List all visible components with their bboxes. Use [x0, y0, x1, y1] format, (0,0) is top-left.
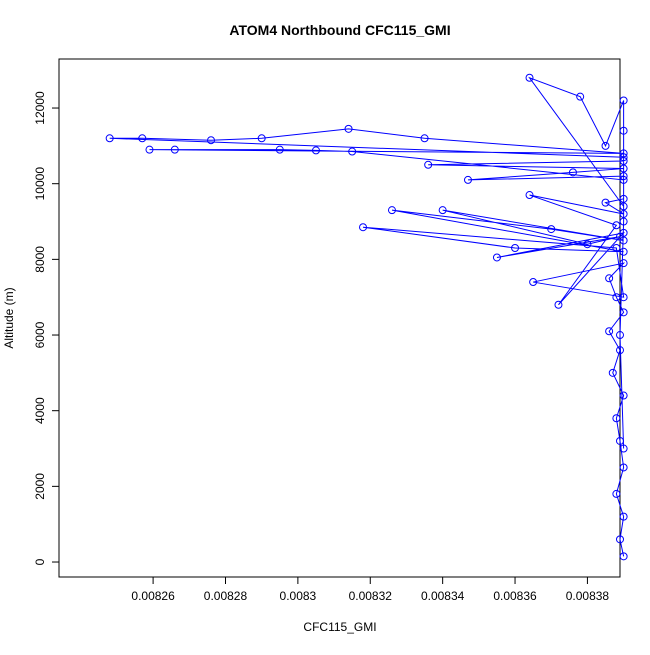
point: [619, 308, 628, 317]
x-tick-label: 0.00826: [131, 589, 175, 603]
y-tick-label: 0: [33, 558, 47, 565]
point: [605, 327, 614, 336]
y-tick-label: 2000: [33, 473, 47, 500]
point: [257, 134, 266, 143]
point: [616, 535, 624, 544]
point: [583, 240, 592, 249]
series-line: [109, 76, 626, 557]
point: [601, 198, 610, 207]
point: [619, 463, 628, 472]
y-tick-label: 12000: [33, 91, 47, 125]
plot-box: [58, 58, 621, 578]
point: [616, 436, 624, 445]
point: [525, 73, 534, 82]
point: [105, 134, 114, 143]
point: [619, 96, 628, 105]
x-tick-label: 0.00836: [493, 589, 537, 603]
point: [619, 259, 628, 268]
point: [619, 153, 628, 162]
point: [612, 221, 621, 230]
point: [619, 194, 628, 203]
point: [424, 160, 433, 169]
point: [619, 217, 628, 226]
point: [616, 346, 624, 355]
point: [348, 147, 357, 156]
point: [619, 552, 628, 561]
point: [576, 92, 585, 101]
point: [619, 228, 628, 237]
x-axis-label: CFC115_GMI: [303, 620, 376, 634]
point: [605, 274, 614, 283]
point: [207, 136, 216, 145]
point: [612, 414, 621, 423]
point: [619, 202, 628, 211]
point: [619, 164, 628, 173]
point: [311, 146, 320, 155]
y-axis-label: Altitude (m): [2, 287, 16, 348]
x-tick-label: 0.00828: [204, 589, 248, 603]
point: [529, 278, 538, 287]
point: [170, 145, 179, 154]
point: [619, 512, 628, 521]
x-tick-label: 0.00834: [421, 589, 465, 603]
point: [616, 331, 624, 340]
point: [619, 391, 628, 400]
point: [344, 124, 353, 133]
point: [463, 175, 472, 184]
y-tick-label: 8000: [33, 246, 47, 273]
point: [525, 191, 534, 200]
point: [568, 168, 577, 177]
point: [619, 293, 628, 302]
point: [619, 172, 628, 181]
chart-title: ATOM4 Northbound CFC115_GMI: [229, 22, 450, 38]
point: [612, 489, 621, 498]
point: [492, 253, 501, 262]
point: [275, 145, 284, 154]
x-tick-label: 0.00832: [349, 589, 393, 603]
point: [359, 223, 368, 232]
point: [619, 247, 628, 256]
point: [511, 244, 520, 253]
point: [608, 368, 617, 377]
point: [619, 156, 628, 165]
point: [619, 149, 628, 158]
point: [145, 145, 154, 154]
x-tick-label: 0.0083: [280, 589, 317, 603]
point: [619, 126, 628, 135]
point: [138, 134, 147, 143]
point: [612, 244, 621, 253]
point: [387, 206, 396, 215]
point: [619, 444, 628, 453]
point: [619, 209, 628, 218]
point: [601, 141, 610, 150]
point: [554, 300, 563, 309]
point: [420, 134, 429, 143]
x-tick-label: 0.00838: [566, 589, 610, 603]
point: [438, 206, 447, 215]
point: [619, 175, 628, 184]
y-tick-label: 6000: [33, 321, 47, 348]
y-tick-label: 4000: [33, 397, 47, 424]
y-tick-label: 10000: [33, 167, 47, 201]
point: [547, 225, 556, 234]
